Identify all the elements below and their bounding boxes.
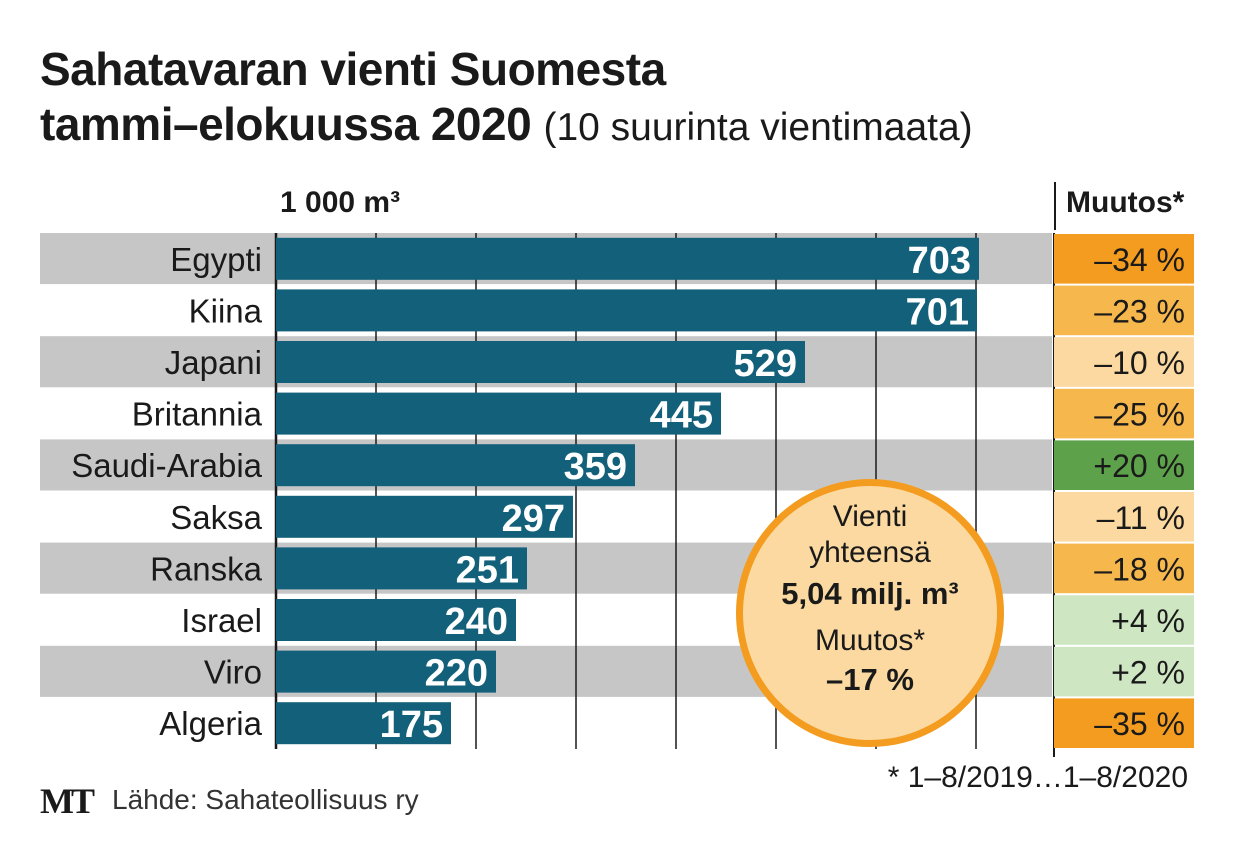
bar xyxy=(276,599,516,641)
category-label: Egypti xyxy=(170,241,262,278)
change-cell xyxy=(1054,698,1194,748)
bar-value-label: 529 xyxy=(734,343,797,385)
bar-value-label: 240 xyxy=(445,601,508,643)
category-label: Japani xyxy=(165,344,262,381)
change-column-header: Muutos* xyxy=(1066,186,1185,219)
category-label: Saudi-Arabia xyxy=(71,447,262,484)
change-cell xyxy=(1054,234,1194,284)
bar-value-label: 359 xyxy=(564,446,627,488)
change-cell xyxy=(1054,646,1194,697)
header-divider xyxy=(1054,182,1056,230)
category-label: Israel xyxy=(181,602,262,639)
change-label: –18 % xyxy=(1094,551,1185,587)
unit-label: 1 000 m³ xyxy=(280,186,401,219)
change-label: –25 % xyxy=(1094,397,1185,433)
bar xyxy=(276,547,527,590)
change-cell xyxy=(1054,440,1194,490)
change-label: +20 % xyxy=(1093,448,1185,484)
bar xyxy=(276,237,979,280)
bar-value-label: 251 xyxy=(456,549,519,591)
source-label: Lähde: Sahateollisuus ry xyxy=(112,784,419,815)
change-cell xyxy=(1054,492,1194,542)
change-cell xyxy=(1054,337,1194,387)
chart-title-text-2: tammi–elokuussa 2020 xyxy=(40,98,532,150)
category-label: Algeria xyxy=(159,705,262,742)
change-cell xyxy=(1054,595,1194,645)
bar-value-label: 703 xyxy=(908,240,971,282)
change-label: –34 % xyxy=(1094,242,1185,278)
bar xyxy=(276,392,721,435)
change-cell xyxy=(1054,285,1194,336)
change-label: –10 % xyxy=(1094,345,1185,381)
summary-change-value: –17 % xyxy=(826,662,914,697)
category-label: Viro xyxy=(204,654,262,691)
summary-line1: Vienti xyxy=(832,500,908,533)
change-label: +2 % xyxy=(1111,655,1185,691)
category-label: Saksa xyxy=(170,499,262,536)
bar xyxy=(276,444,635,487)
category-label: Kiina xyxy=(189,292,263,329)
bar-value-label: 701 xyxy=(906,291,969,333)
summary-total: 5,04 milj. m³ xyxy=(781,576,959,611)
change-cell xyxy=(1054,543,1194,594)
footnote: * 1–8/2019…1–8/2020 xyxy=(887,761,1188,794)
change-cell xyxy=(1054,388,1194,439)
chart-title-line1: Sahatavaran vienti Suomesta xyxy=(40,46,666,92)
bar-value-label: 445 xyxy=(650,395,713,437)
bar xyxy=(276,289,977,332)
category-label: Britannia xyxy=(132,396,263,433)
change-label: –23 % xyxy=(1094,293,1185,329)
summary-change-label: Muutos* xyxy=(814,624,926,657)
chart-title-text-1: Sahatavaran vienti Suomesta xyxy=(40,43,666,95)
summary-circle: Vienti yhteensä 5,04 milj. m³ Muutos* –1… xyxy=(736,479,1004,747)
chart-subtitle: (10 suurinta vientimaata) xyxy=(543,106,973,149)
category-label: Ranska xyxy=(150,550,263,587)
bar xyxy=(276,341,805,383)
bar xyxy=(276,702,451,745)
summary-line2: yhteensä xyxy=(809,536,931,569)
bar xyxy=(276,495,573,538)
change-label: –11 % xyxy=(1097,500,1185,536)
bar xyxy=(276,650,496,693)
category-labels: Egypti Kiina Japani Britannia Saudi-Arabia Sa… xyxy=(71,241,262,742)
change-label: +4 % xyxy=(1111,603,1185,639)
chart-title-line2: tammi–elokuussa 2020 (10 suurinta vienti… xyxy=(40,101,973,147)
bar-value-label: 297 xyxy=(502,498,565,540)
bar-value-label: 175 xyxy=(380,704,443,746)
bar-value-label: 220 xyxy=(425,653,488,695)
change-label: –35 % xyxy=(1094,706,1185,742)
bar-value-labels: 703 701 529 445 359 297 251 240 220 175 xyxy=(380,240,971,746)
bars xyxy=(276,237,979,745)
mt-logo: MT xyxy=(40,781,95,821)
change-cells: –34 % –23 % –10 % –25 % +20 % –11 % –18 % +4 % +… xyxy=(1054,234,1194,748)
